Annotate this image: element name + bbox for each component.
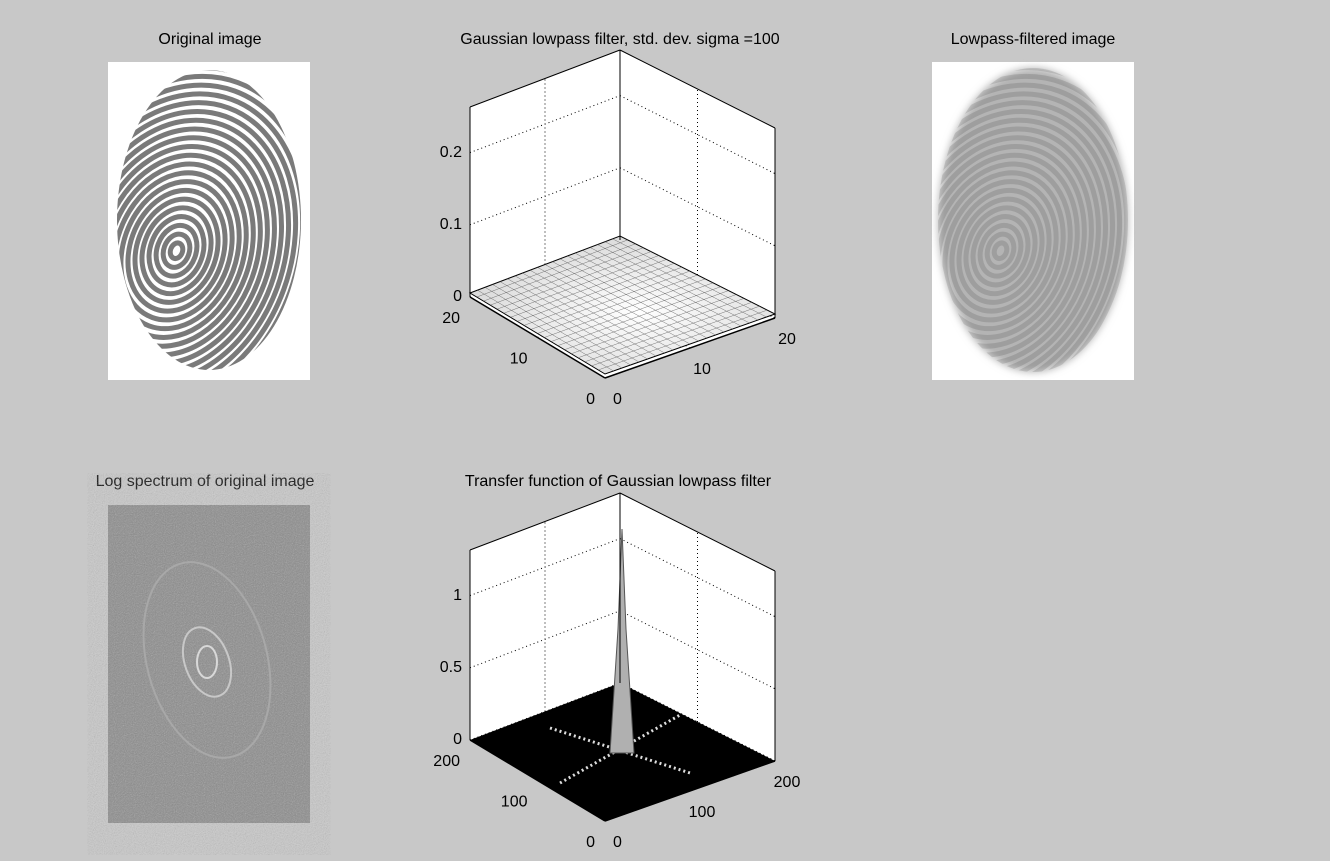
panel-title: Lowpass-filtered image bbox=[951, 31, 1116, 48]
y-tick-label: 0 bbox=[613, 391, 622, 408]
z-tick-label: 0 bbox=[453, 288, 462, 305]
panel-title: Log spectrum of original image bbox=[96, 473, 315, 490]
y-tick-label: 20 bbox=[778, 331, 796, 348]
y-tick-label: 100 bbox=[689, 804, 716, 821]
z-tick-label: 0.5 bbox=[440, 659, 462, 676]
y-tick-label: 0 bbox=[613, 834, 622, 851]
z-tick-label: 0 bbox=[453, 731, 462, 748]
x-tick-label: 200 bbox=[433, 753, 460, 770]
z-tick-label: 0.2 bbox=[440, 144, 462, 161]
x-tick-label: 100 bbox=[501, 794, 528, 811]
panel-title: Transfer function of Gaussian lowpass fi… bbox=[465, 473, 772, 490]
y-tick-label: 10 bbox=[693, 361, 711, 378]
z-tick-label: 1 bbox=[453, 587, 462, 604]
x-tick-label: 10 bbox=[510, 351, 528, 368]
figure: Original image Gaussian lowpass filter, … bbox=[0, 0, 1330, 861]
z-tick-label: 0.1 bbox=[440, 216, 462, 233]
spectrum-noise bbox=[108, 505, 310, 823]
y-tick-label: 200 bbox=[774, 774, 801, 791]
x-tick-label: 20 bbox=[442, 310, 460, 327]
page: {"panels": [ {"title": "Original image"}… bbox=[0, 0, 1330, 861]
x-tick-label: 0 bbox=[586, 834, 595, 851]
panel-title: Gaussian lowpass filter, std. dev. sigma… bbox=[460, 31, 780, 48]
x-tick-label: 0 bbox=[586, 391, 595, 408]
panel-title: Original image bbox=[158, 31, 261, 48]
